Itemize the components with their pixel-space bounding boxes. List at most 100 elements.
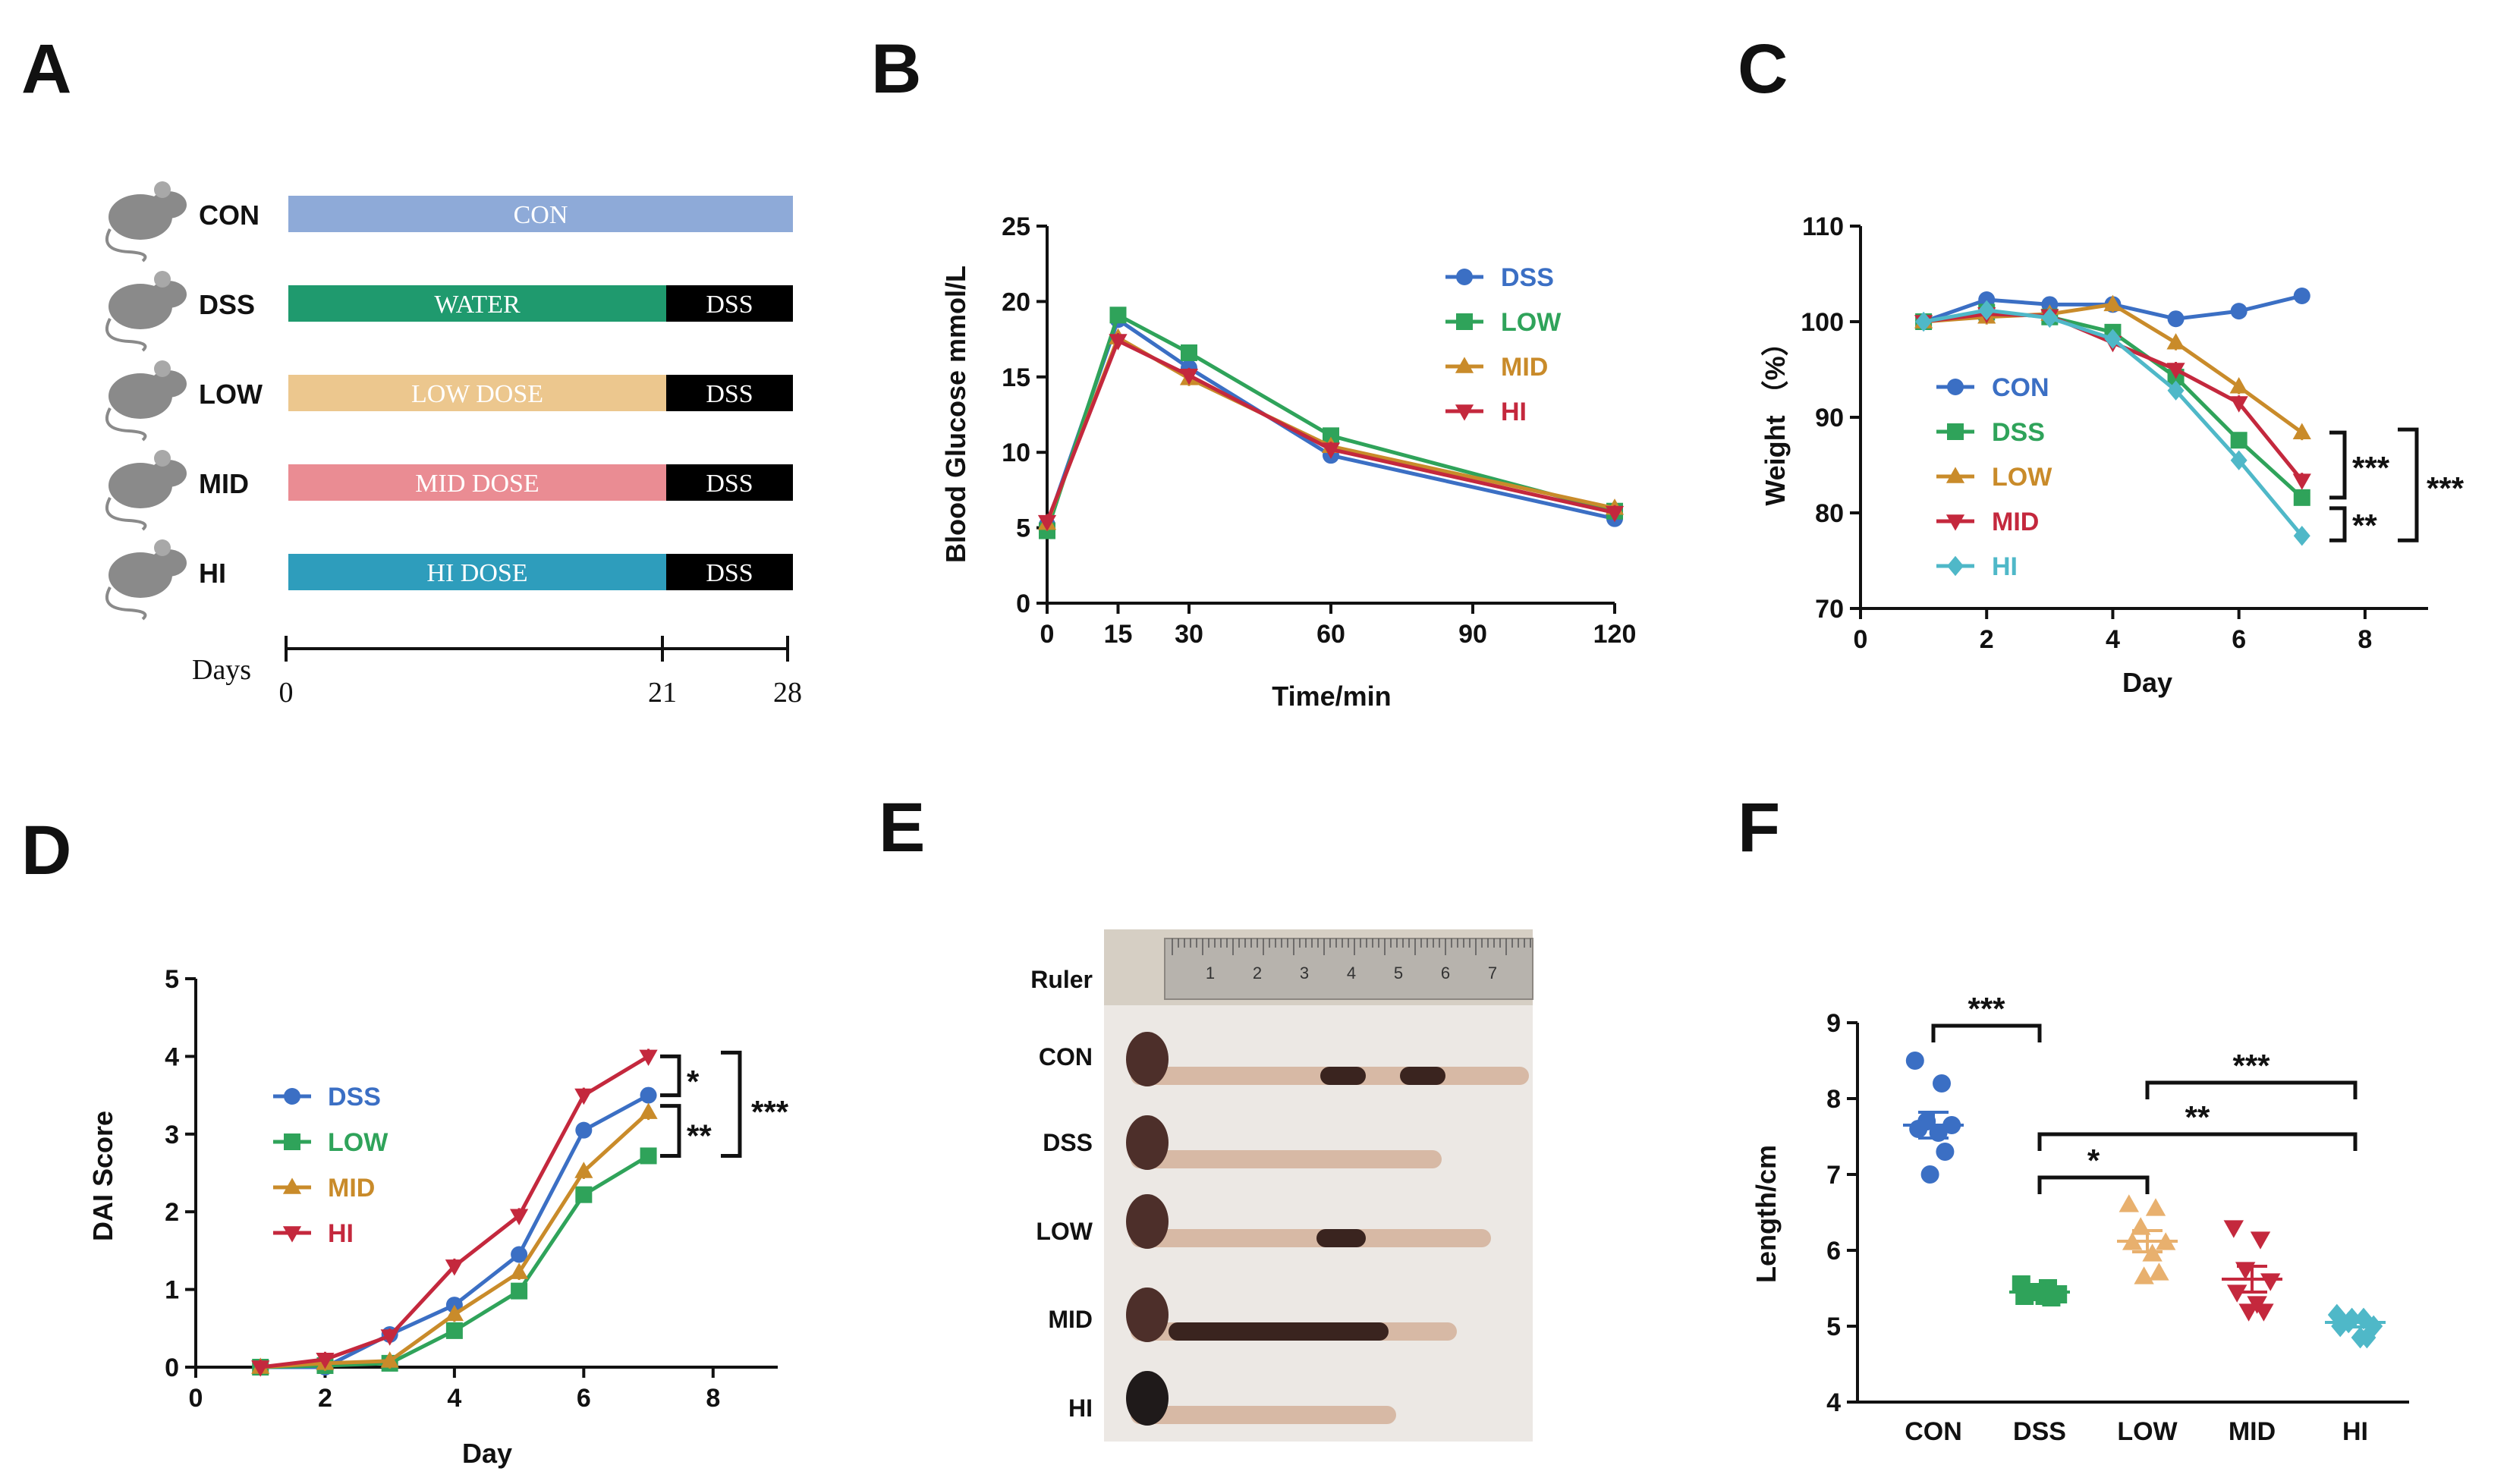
dss-bar-label: DSS: [706, 380, 753, 408]
legend-marker: [282, 1226, 302, 1243]
data-point-low: [2103, 294, 2122, 312]
group-label: LOW: [199, 379, 263, 410]
y-tick-label: 5: [1016, 514, 1030, 543]
treatment-bar-label: LOW DOSE: [411, 380, 543, 408]
data-point-low: [2229, 377, 2248, 394]
treatment-bar: [288, 285, 666, 322]
mouse-head-shape: [150, 370, 187, 398]
legend-label: MID: [1992, 508, 2039, 536]
sig-label: *: [2087, 1143, 2100, 1178]
data-point-mid: [2260, 1273, 2281, 1291]
y-tick-label: 2: [165, 1198, 179, 1227]
mouse-tail-shape: [105, 586, 147, 621]
x-tick-label: DSS: [2013, 1417, 2066, 1446]
x-tick-label: 15: [1104, 620, 1133, 649]
y-tick-label: 10: [1002, 439, 1030, 467]
mouse-head-shape: [150, 191, 187, 219]
x-tick-label: LOW: [2117, 1417, 2178, 1446]
y-tick-label: 1: [165, 1276, 179, 1305]
data-point-low: [511, 1282, 528, 1300]
data-point-low: [1109, 307, 1127, 324]
data-point-con: [1909, 1120, 1928, 1138]
data-point-mid: [380, 1351, 399, 1368]
data-point-mid: [510, 1262, 529, 1279]
y-axis-title: Weight （%）: [1760, 329, 1791, 505]
data-point-low: [2292, 423, 2311, 439]
data-point-mid: [2292, 473, 2311, 490]
y-tick-label: 6: [1826, 1237, 1841, 1265]
legend-marker: [284, 1133, 300, 1150]
sig-bracket: [660, 1054, 681, 1098]
data-point-hi: [2041, 307, 2059, 329]
ruler-shape: [1164, 938, 1533, 1000]
x-tick-label: 60: [1316, 620, 1345, 649]
ruler-number: 6: [1441, 964, 1450, 983]
x-tick-label: HI: [2342, 1417, 2368, 1446]
x-axis-title: Time/min: [1272, 681, 1391, 712]
data-point-dss: [575, 1121, 593, 1139]
sig-label: **: [2352, 508, 2377, 543]
sig-label: ***: [2232, 1048, 2270, 1083]
legend-label: DSS: [328, 1083, 381, 1111]
data-point-low: [575, 1186, 593, 1203]
colon-tissue: [1131, 1406, 1396, 1424]
y-tick-label: 70: [1815, 595, 1844, 624]
cecum-tissue: [1126, 1194, 1169, 1249]
legend-marker: [1456, 269, 1473, 285]
sig-bracket: [1931, 1023, 2042, 1042]
y-tick-label: 9: [1826, 1009, 1841, 1038]
y-tick-label: 100: [1801, 308, 1844, 337]
mouse-ear-shape: [154, 271, 171, 288]
x-tick-label: 4: [2106, 625, 2120, 654]
data-point-mid: [2227, 1284, 2247, 1303]
legend-marker: [1455, 357, 1474, 373]
legend-marker: [1946, 467, 1965, 483]
data-point-con: [2293, 287, 2310, 304]
panel-letter-c: C: [1738, 30, 1788, 108]
mouse-icon: [105, 271, 187, 352]
x-tick-label: 6: [577, 1384, 591, 1413]
data-point-mid: [639, 1102, 658, 1119]
x-tick-label: 0: [189, 1384, 203, 1413]
panel-c-weight-chart: 70 80 90 100 110 0 2 4 6 8 Day Weight （%） CON DSS LOW M…: [1760, 212, 2465, 698]
mouse-head-shape: [150, 460, 187, 487]
row-label: DSS: [1043, 1129, 1093, 1156]
sig-bracket: [2037, 1175, 2150, 1194]
data-point-dss: [511, 1246, 528, 1263]
legend-label: DSS: [1501, 263, 1554, 292]
sig-label: **: [687, 1118, 712, 1154]
data-point-hi: [1109, 334, 1128, 351]
days-label: Days: [192, 654, 251, 686]
data-point-mid: [2254, 1303, 2274, 1322]
sig-bracket: [2329, 430, 2347, 500]
ruler-number: 4: [1347, 964, 1356, 983]
panel-letter-e: E: [879, 789, 925, 866]
y-tick-label: 90: [1815, 404, 1844, 432]
legend-label: MID: [328, 1174, 375, 1203]
mouse-icon: [105, 181, 187, 263]
mouse-icon: [105, 539, 187, 621]
data-point-mid: [2238, 1303, 2259, 1322]
data-point-con: [1933, 1074, 1951, 1093]
group-label: CON: [199, 200, 260, 231]
panel-letter-b: B: [871, 30, 921, 108]
data-point-hi: [2167, 380, 2185, 401]
data-point-low: [2145, 1198, 2166, 1216]
mouse-tail-shape: [105, 497, 147, 531]
data-point-low: [2119, 1194, 2139, 1212]
data-point-mid: [2229, 396, 2248, 413]
x-tick-label: 90: [1458, 620, 1487, 649]
treatment-bar-label: WATER: [434, 291, 521, 319]
data-point-hi: [2293, 526, 2310, 546]
data-point-hi: [1978, 300, 1996, 321]
data-point-hi: [2358, 1326, 2376, 1349]
data-point-hi: [1037, 514, 1057, 532]
y-tick-label: 3: [165, 1121, 179, 1149]
y-tick-label: 15: [1002, 363, 1030, 392]
data-point-dss: [2230, 432, 2247, 449]
colon-tissue: [1131, 1150, 1442, 1168]
data-point-dss: [640, 1086, 657, 1104]
treatment-bar: [288, 196, 793, 232]
